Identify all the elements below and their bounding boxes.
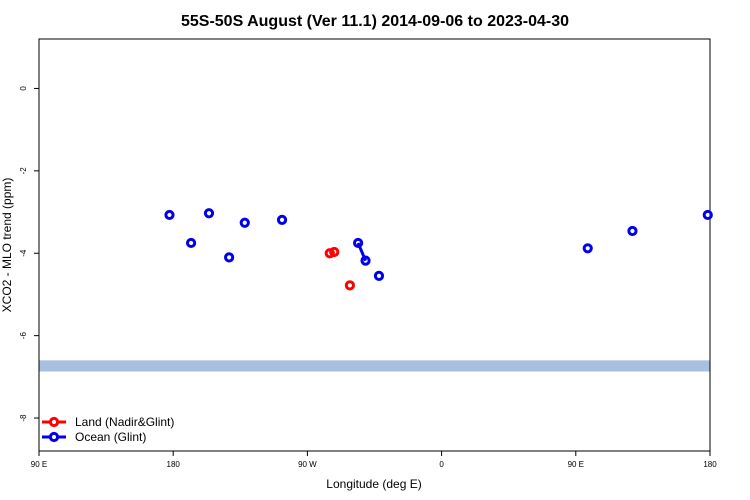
- data-point: [352, 237, 364, 249]
- x-axis: 90 E 180 90 W 0 90 E 180: [31, 451, 717, 469]
- legend-marker: [48, 416, 60, 428]
- legend-label: Land (Nadir&Glint): [75, 415, 174, 429]
- data-point: [360, 255, 371, 266]
- y-tick-label: -2: [19, 167, 28, 175]
- data-point: [627, 225, 638, 237]
- data-point: [373, 270, 385, 281]
- chart-title: 55S-50S August (Ver 11.1) 2014-09-06 to …: [181, 13, 569, 30]
- y-tick-label: -6: [19, 332, 28, 340]
- data-point: [239, 217, 250, 228]
- series-ocean: [164, 208, 713, 281]
- y-tick-label: -8: [19, 414, 28, 422]
- legend: Land (Nadir&Glint)Ocean (Glint): [42, 415, 174, 444]
- y-axis-label: XCO2 - MLO trend (ppm): [0, 178, 14, 313]
- data-point: [164, 209, 175, 221]
- series-layer: [164, 208, 713, 291]
- data-point: [224, 252, 235, 263]
- x-tick-label: 90 E: [568, 460, 584, 469]
- y-tick-label: 0: [19, 86, 28, 91]
- land-band: [39, 360, 710, 372]
- data-point: [702, 209, 713, 221]
- x-axis-label: Longitude (deg E): [326, 477, 421, 491]
- series-land: [324, 246, 355, 291]
- data-point: [344, 280, 355, 291]
- legend-marker: [48, 431, 60, 443]
- x-tick-label: 180: [703, 460, 717, 469]
- legend-label: Ocean (Glint): [75, 430, 146, 444]
- data-point: [582, 243, 593, 254]
- y-tick-label: -4: [19, 249, 28, 257]
- data-point: [329, 246, 340, 258]
- y-axis: 0 -2 -4 -6 -8: [19, 86, 39, 422]
- land-band-rect: [39, 360, 710, 372]
- data-point: [185, 237, 197, 249]
- x-tick-label: 90 E: [31, 460, 47, 469]
- x-tick-label: 180: [167, 460, 181, 469]
- x-tick-label: 0: [439, 460, 444, 469]
- x-tick-label: 90 W: [298, 460, 317, 469]
- data-point: [276, 214, 288, 225]
- plot-frame: [38, 38, 711, 452]
- data-point: [203, 208, 215, 219]
